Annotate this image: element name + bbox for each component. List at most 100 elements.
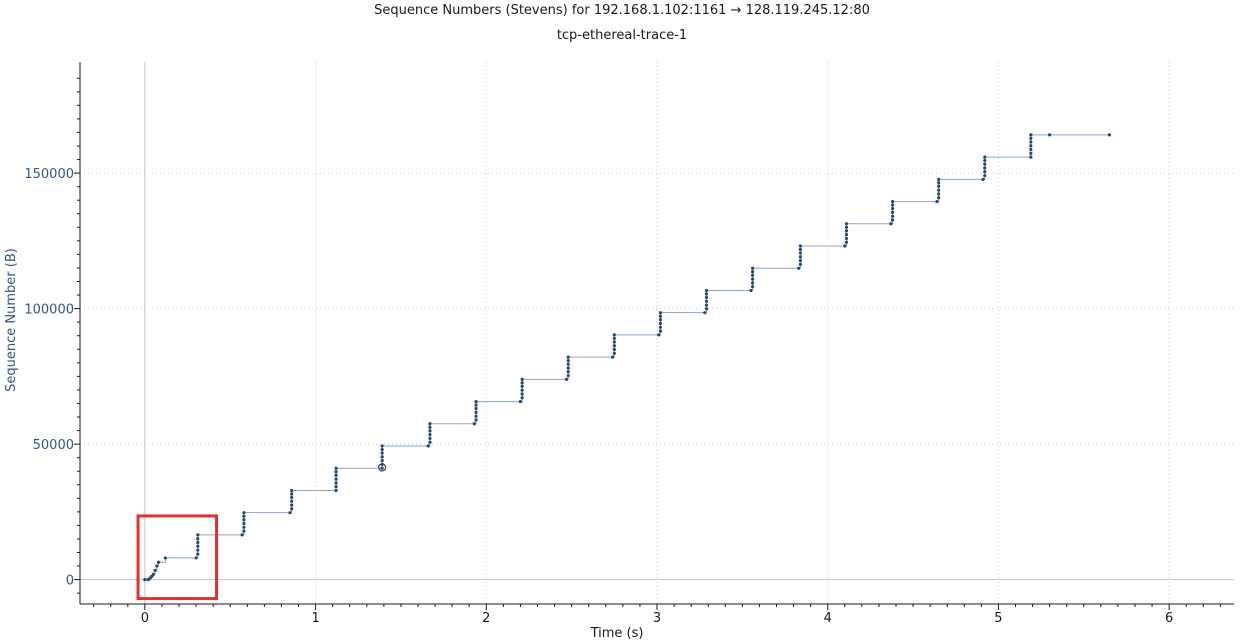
data-point[interactable] [844, 233, 849, 237]
data-point[interactable] [750, 273, 755, 277]
data-point[interactable] [612, 351, 616, 355]
data-point[interactable] [983, 173, 987, 178]
data-point[interactable] [937, 177, 941, 181]
data-point[interactable] [750, 285, 755, 289]
data-point[interactable] [428, 429, 432, 433]
data-point[interactable] [798, 262, 802, 267]
data-point[interactable] [750, 277, 755, 281]
data-point[interactable] [426, 444, 430, 448]
data-point[interactable] [290, 503, 294, 507]
data-point[interactable] [658, 325, 663, 329]
data-point[interactable] [750, 266, 755, 270]
data-point[interactable] [890, 203, 895, 207]
data-point[interactable] [196, 548, 200, 552]
data-point[interactable] [196, 552, 200, 556]
data-point[interactable] [518, 399, 523, 404]
data-point[interactable] [704, 299, 709, 303]
data-point[interactable] [380, 444, 384, 448]
data-point[interactable] [150, 574, 154, 578]
data-point[interactable] [196, 540, 200, 545]
data-point[interactable] [242, 521, 246, 526]
data-point[interactable] [612, 336, 616, 341]
data-point[interactable] [242, 518, 246, 522]
data-point[interactable] [520, 381, 524, 385]
data-point[interactable] [564, 377, 569, 381]
data-point[interactable] [703, 311, 707, 315]
data-point[interactable] [474, 403, 478, 407]
series-layer[interactable] [143, 133, 1111, 582]
data-point[interactable] [798, 251, 802, 255]
data-point[interactable] [334, 470, 338, 474]
data-point[interactable] [1107, 133, 1111, 137]
data-point[interactable] [798, 247, 802, 252]
data-point[interactable] [290, 492, 294, 496]
data-point[interactable] [937, 196, 941, 200]
data-point[interactable] [658, 318, 663, 322]
data-point[interactable] [890, 210, 895, 215]
data-point[interactable] [658, 329, 663, 333]
data-point[interactable] [380, 447, 384, 452]
data-point[interactable] [983, 166, 987, 170]
data-point[interactable] [1029, 140, 1033, 144]
data-point[interactable] [798, 244, 802, 248]
data-point[interactable] [474, 407, 478, 411]
data-point[interactable] [196, 544, 200, 548]
data-point[interactable] [704, 295, 709, 300]
data-point[interactable] [566, 362, 570, 366]
data-point[interactable] [935, 199, 939, 204]
data-point[interactable] [658, 321, 663, 326]
data-point[interactable] [890, 214, 895, 218]
data-point[interactable] [380, 451, 384, 455]
data-point[interactable] [242, 529, 246, 533]
data-point[interactable] [472, 422, 476, 426]
data-point[interactable] [981, 177, 985, 181]
data-point[interactable] [380, 466, 384, 470]
data-point[interactable] [890, 218, 895, 222]
data-point[interactable] [844, 225, 849, 229]
data-point[interactable] [749, 288, 753, 293]
data-point[interactable] [334, 473, 338, 477]
data-point[interactable] [196, 533, 200, 537]
data-point[interactable] [288, 511, 292, 515]
data-point[interactable] [380, 459, 384, 463]
data-point[interactable] [798, 255, 802, 259]
data-point[interactable] [1029, 147, 1033, 152]
data-point[interactable] [983, 170, 987, 174]
data-point[interactable] [428, 433, 432, 437]
data-point[interactable] [156, 560, 161, 564]
data-point[interactable] [194, 556, 198, 560]
data-point[interactable] [334, 466, 338, 470]
data-point[interactable] [290, 495, 294, 500]
data-point[interactable] [704, 288, 709, 293]
data-point[interactable] [844, 240, 849, 244]
data-point[interactable] [1029, 155, 1033, 159]
data-point[interactable] [983, 162, 987, 166]
data-point[interactable] [704, 307, 709, 311]
data-point[interactable] [428, 436, 432, 441]
data-point[interactable] [889, 222, 893, 226]
data-point[interactable] [240, 533, 244, 537]
data-point[interactable] [290, 488, 294, 493]
data-point[interactable] [612, 340, 616, 344]
data-point[interactable] [1029, 151, 1033, 155]
data-point[interactable] [612, 333, 616, 337]
data-point[interactable] [890, 207, 895, 211]
data-point[interactable] [658, 311, 663, 315]
data-point[interactable] [1029, 133, 1033, 137]
data-point[interactable] [428, 422, 432, 426]
data-point[interactable] [520, 392, 524, 396]
data-point[interactable] [566, 359, 570, 363]
data-point[interactable] [153, 568, 157, 572]
data-point[interactable] [520, 396, 524, 400]
data-point[interactable] [843, 244, 847, 248]
data-point[interactable] [520, 377, 524, 381]
data-point[interactable] [1029, 144, 1033, 148]
data-point[interactable] [657, 333, 661, 337]
data-point[interactable] [937, 188, 941, 192]
data-point[interactable] [844, 236, 849, 241]
data-point[interactable] [704, 292, 709, 296]
data-point[interactable] [242, 525, 246, 529]
data-point[interactable] [520, 384, 524, 388]
data-point[interactable] [797, 266, 801, 270]
